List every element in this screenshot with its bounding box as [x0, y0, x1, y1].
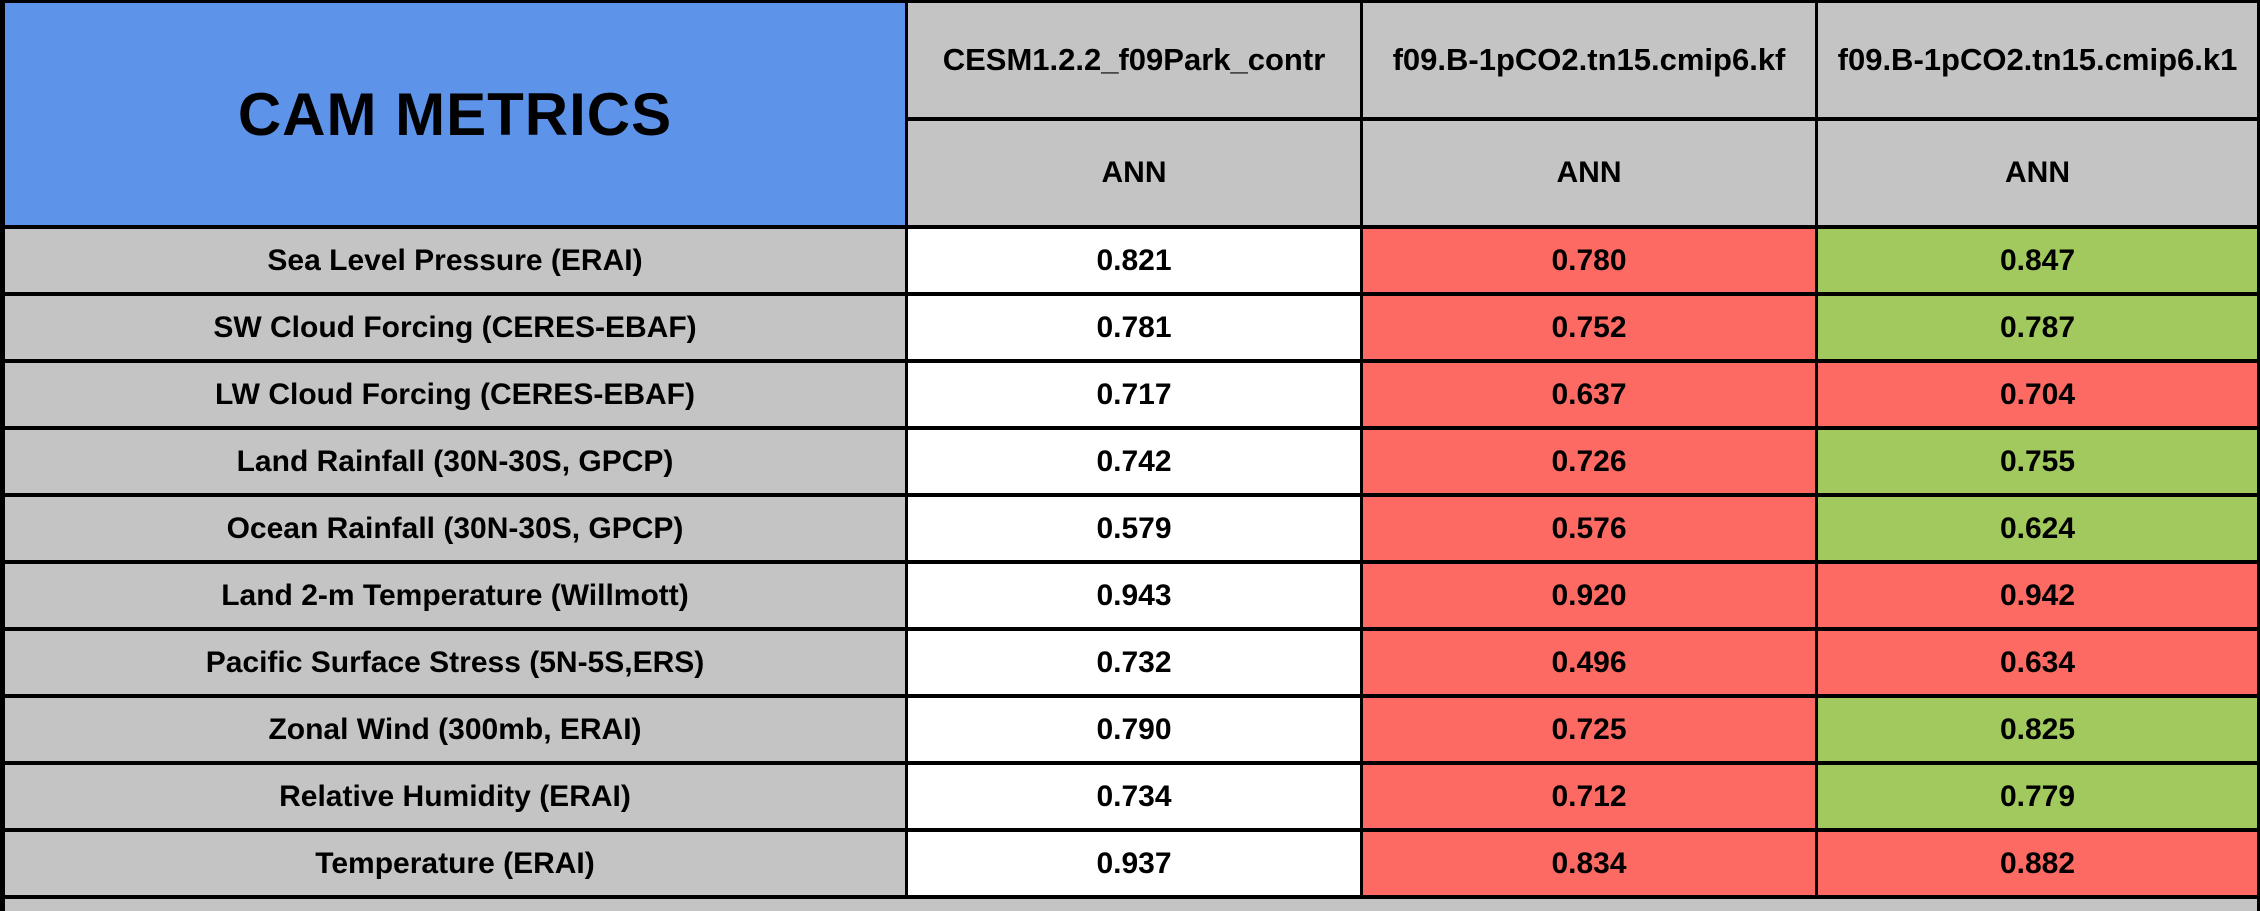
column-subheader-season-3: ANN: [1818, 121, 2257, 225]
metric-label: Temperature (ERAI): [5, 832, 905, 895]
metric-value: 0.755: [1818, 430, 2257, 493]
metric-value: 0.780: [1363, 229, 1815, 292]
metric-value: 0.882: [1818, 832, 2257, 895]
metric-value: 0.920: [1363, 564, 1815, 627]
metric-label: Ocean Rainfall (30N-30S, GPCP): [5, 497, 905, 560]
metric-value: 0.821: [908, 229, 1360, 292]
metric-value: 0.847: [1818, 229, 2257, 292]
metric-value: 0.834: [1363, 832, 1815, 895]
bottom-strip: [5, 899, 2257, 911]
metric-value: 0.752: [1363, 296, 1815, 359]
metric-label: Land Rainfall (30N-30S, GPCP): [5, 430, 905, 493]
metric-label: Zonal Wind (300mb, ERAI): [5, 698, 905, 761]
metric-value: 0.779: [1818, 765, 2257, 828]
metric-value: 0.634: [1818, 631, 2257, 694]
column-header-model-3: f09.B-1pCO2.tn15.cmip6.k1: [1818, 3, 2257, 117]
metric-value: 0.732: [908, 631, 1360, 694]
metric-value: 0.624: [1818, 497, 2257, 560]
metric-value: 0.781: [908, 296, 1360, 359]
metric-label: Sea Level Pressure (ERAI): [5, 229, 905, 292]
column-subheader-season-2: ANN: [1363, 121, 1815, 225]
metric-value: 0.942: [1818, 564, 2257, 627]
table-title: CAM METRICS: [5, 3, 905, 225]
metric-value: 0.717: [908, 363, 1360, 426]
metric-value: 0.787: [1818, 296, 2257, 359]
metric-value: 0.579: [908, 497, 1360, 560]
metric-value: 0.790: [908, 698, 1360, 761]
column-header-model-1: CESM1.2.2_f09Park_contr: [908, 3, 1360, 117]
metric-value: 0.637: [1363, 363, 1815, 426]
metric-value: 0.825: [1818, 698, 2257, 761]
metric-value: 0.712: [1363, 765, 1815, 828]
metric-value: 0.734: [908, 765, 1360, 828]
column-subheader-season-1: ANN: [908, 121, 1360, 225]
metric-value: 0.704: [1818, 363, 2257, 426]
metric-value: 0.742: [908, 430, 1360, 493]
metric-value: 0.725: [1363, 698, 1815, 761]
column-header-model-2: f09.B-1pCO2.tn15.cmip6.kf: [1363, 3, 1815, 117]
metric-label: LW Cloud Forcing (CERES-EBAF): [5, 363, 905, 426]
metric-value: 0.937: [908, 832, 1360, 895]
metric-value: 0.943: [908, 564, 1360, 627]
metric-value: 0.576: [1363, 497, 1815, 560]
metric-label: Land 2-m Temperature (Willmott): [5, 564, 905, 627]
metric-value: 0.726: [1363, 430, 1815, 493]
metric-label: Pacific Surface Stress (5N-5S,ERS): [5, 631, 905, 694]
metric-value: 0.496: [1363, 631, 1815, 694]
metric-label: SW Cloud Forcing (CERES-EBAF): [5, 296, 905, 359]
metric-label: Relative Humidity (ERAI): [5, 765, 905, 828]
